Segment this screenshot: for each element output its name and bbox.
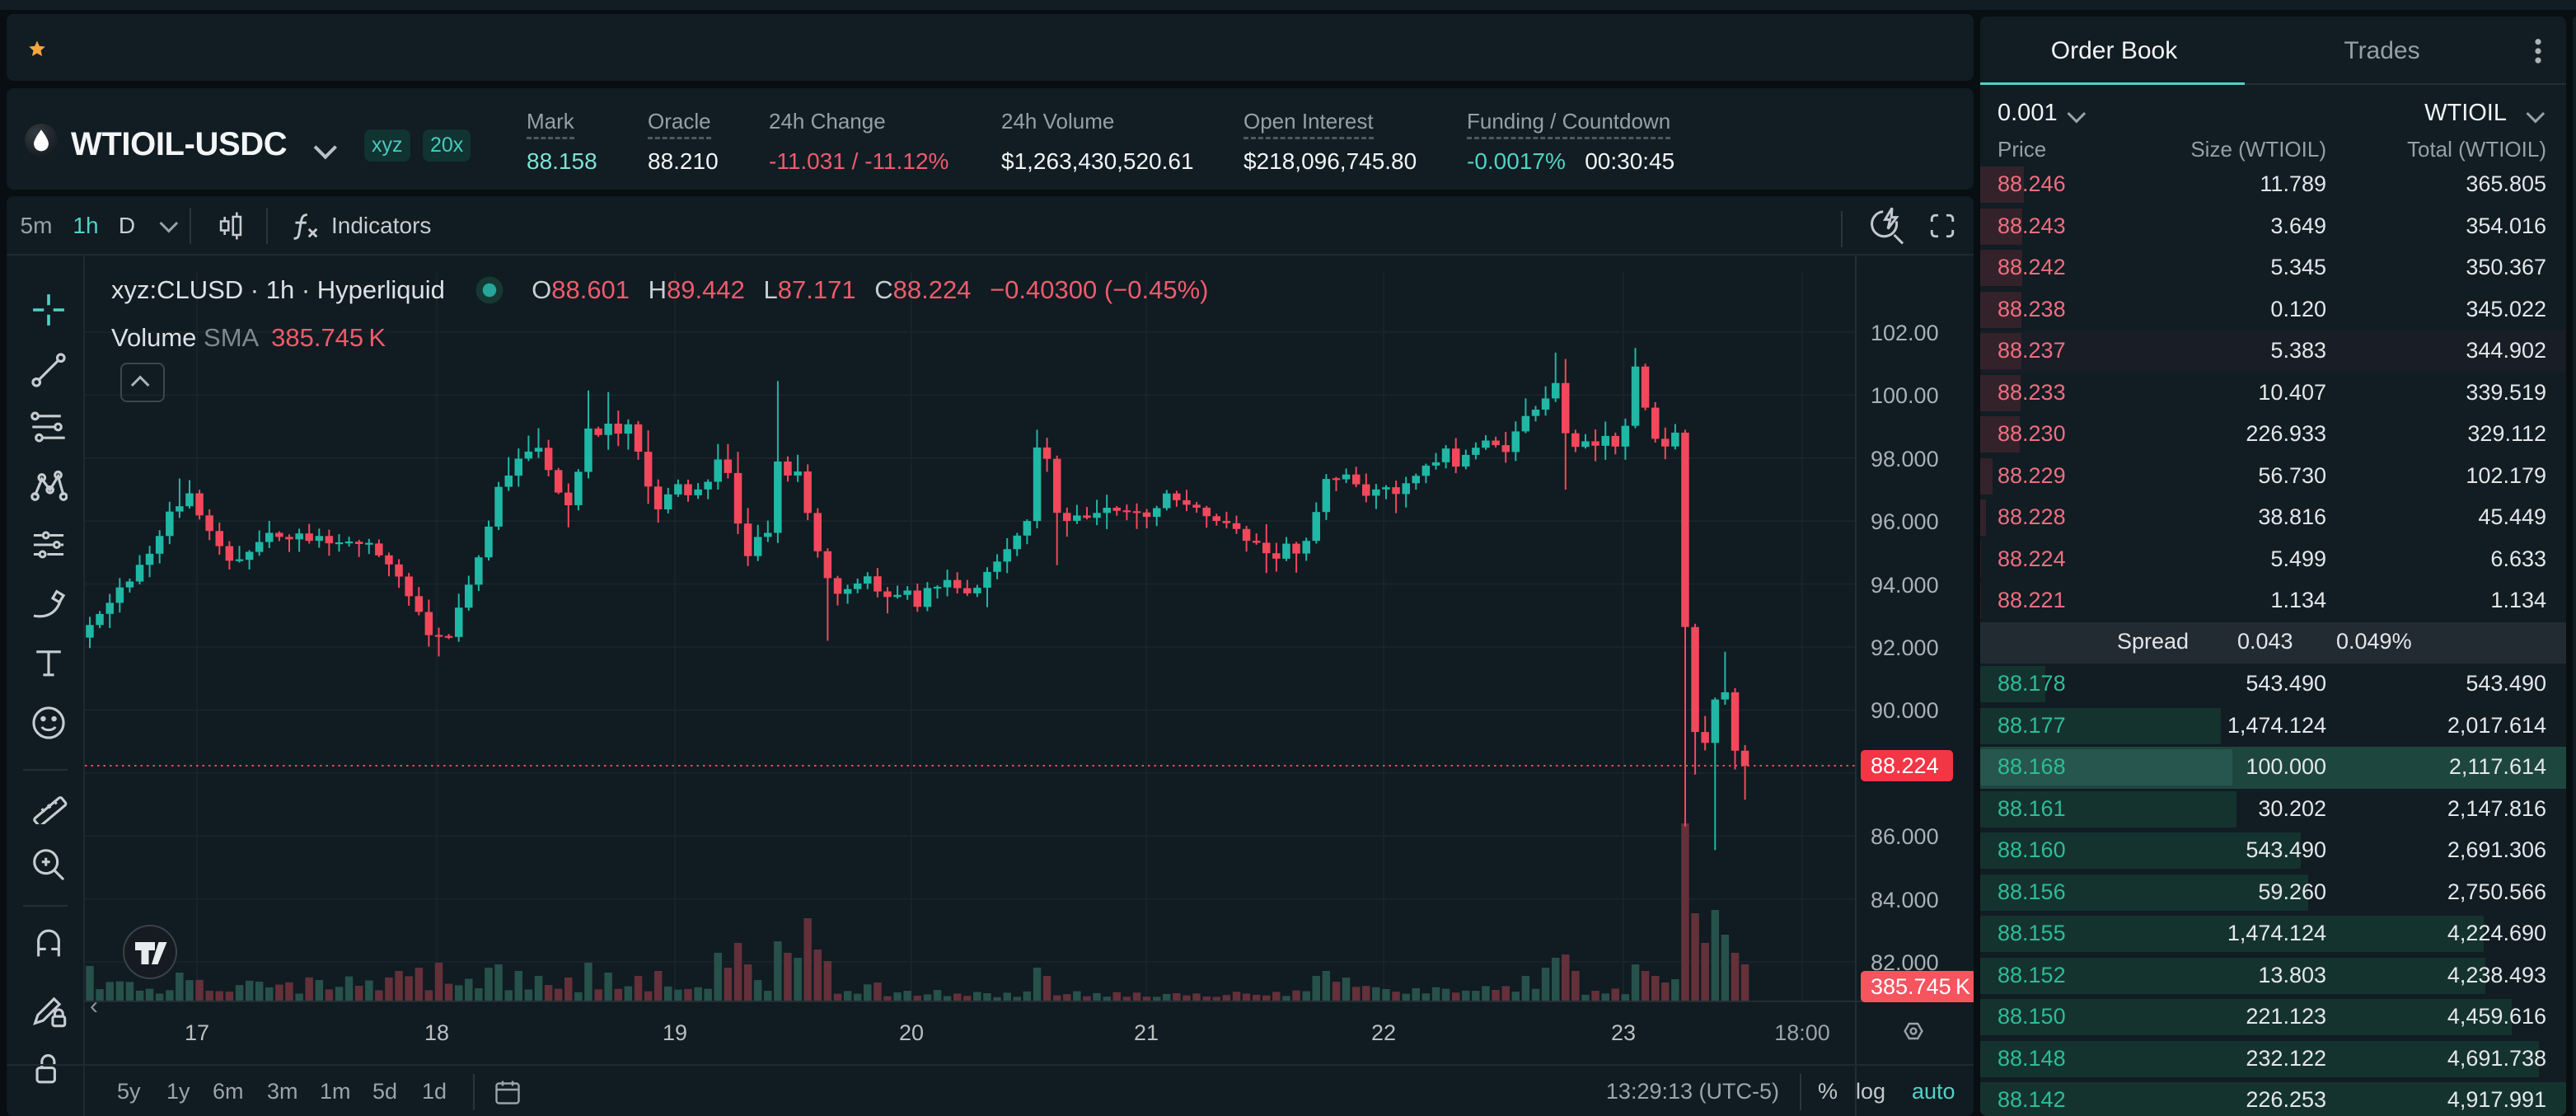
svg-text:98.000: 98.000 (1871, 447, 1939, 471)
svg-text:‹: ‹ (90, 992, 98, 1020)
svg-text:100.00: 100.00 (1871, 383, 1939, 408)
svg-text:90.000: 90.000 (1871, 698, 1939, 723)
svg-text:22: 22 (1371, 1020, 1396, 1045)
svg-text:86.000: 86.000 (1871, 824, 1939, 849)
svg-text:18: 18 (424, 1020, 449, 1045)
svg-text:88.224: 88.224 (1871, 753, 1939, 778)
svg-text:102.00: 102.00 (1871, 321, 1939, 345)
svg-text:96.000: 96.000 (1871, 509, 1939, 534)
svg-text:20: 20 (899, 1020, 924, 1045)
svg-text:19: 19 (663, 1020, 687, 1045)
svg-text:385.745 K: 385.745 K (1871, 974, 1970, 999)
svg-text:18:00: 18:00 (1774, 1020, 1830, 1045)
svg-text:92.000: 92.000 (1871, 635, 1939, 660)
svg-text:84.000: 84.000 (1871, 888, 1939, 912)
svg-text:23: 23 (1611, 1020, 1636, 1045)
svg-text:94.000: 94.000 (1871, 573, 1939, 598)
svg-text:21: 21 (1134, 1020, 1159, 1045)
svg-text:17: 17 (185, 1020, 209, 1045)
